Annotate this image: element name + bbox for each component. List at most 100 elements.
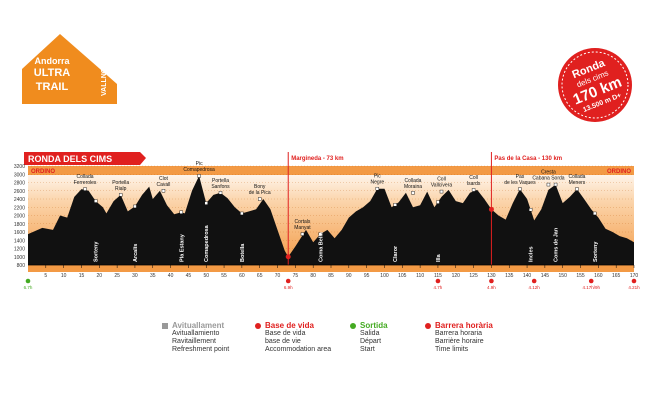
time-point	[588, 278, 594, 284]
time-label: 4.21h	[628, 285, 640, 290]
peak-label: Ferreroles	[74, 180, 97, 186]
time-point	[25, 278, 31, 284]
x-tick-label: 80	[310, 273, 316, 279]
peak-point	[161, 189, 166, 193]
marker-label: Margineda - 73 km	[291, 156, 343, 162]
legend-title-text: Base de vida	[265, 321, 314, 330]
y-tick-label: 1400	[14, 238, 25, 244]
legend-item: Barrera horària Barrera horaria Barrière h…	[425, 322, 493, 354]
peak-point	[300, 232, 305, 236]
y-tick-label: 2200	[14, 205, 25, 211]
peak-point	[218, 191, 223, 195]
start-label: ORDINO	[31, 169, 55, 175]
top-band	[28, 166, 634, 175]
peak-label: Isards	[467, 181, 481, 187]
base-de-vida-point	[285, 254, 291, 260]
legend-subline: Base de vida	[265, 330, 306, 337]
peak-label: Comapedrosa	[183, 167, 215, 173]
peak-label: Negre	[371, 180, 385, 186]
peak-label: Clot	[159, 176, 169, 182]
race-badge: Ronda dels cims 170 km 13.500 m D+	[558, 48, 632, 122]
y-tick-label: 2400	[14, 197, 25, 203]
refuge-label: Incles	[529, 246, 535, 262]
legend-swatch	[350, 323, 356, 329]
peak-label: Manyat	[294, 225, 311, 231]
peak-label: Collada	[77, 174, 94, 180]
x-tick-label: 75	[293, 273, 299, 279]
peak-label: Pic	[196, 161, 203, 167]
peak-label: Rialp	[115, 186, 127, 192]
refuge-label: Pla Estany	[179, 233, 185, 262]
y-tick-label: 1200	[14, 247, 25, 253]
end-label: ORDINO	[607, 169, 631, 175]
legend-subline: Start	[360, 346, 375, 353]
chart-title: RONDA DELS CIMS	[28, 154, 112, 164]
peak-label: Portella	[212, 178, 229, 184]
legend-title: Sortida	[350, 322, 388, 330]
peak-label: Coll	[437, 177, 446, 183]
x-tick-label: 125	[469, 273, 478, 279]
time-label: 4.12h	[529, 285, 541, 290]
peak-label: de la Pica	[249, 190, 271, 196]
x-tick-label: 15	[79, 273, 85, 279]
refuge-point	[240, 211, 244, 216]
legend-swatch	[425, 323, 431, 329]
legend-subline: base de vie	[265, 338, 301, 345]
peak-point	[546, 182, 551, 187]
peak-label: Moraina	[404, 184, 422, 190]
x-tick-label: 155	[576, 273, 585, 279]
y-tick-label: 3200	[14, 164, 25, 170]
x-tick-label: 110	[416, 273, 424, 279]
refuge-label: Comapedrosa	[204, 224, 210, 262]
peak-point	[471, 188, 476, 192]
time-label: 4.9h	[487, 285, 496, 290]
x-tick-label: 135	[505, 273, 514, 279]
refuge-point	[393, 203, 397, 207]
time-label: 4.7h	[434, 285, 443, 290]
refuge-label: Sorteny	[593, 241, 599, 262]
peak-label: Cortals	[295, 219, 311, 225]
legend-subline: Time limits	[435, 346, 469, 353]
peak-label: Cavall	[157, 182, 171, 188]
refuge-point	[593, 211, 597, 216]
x-tick-label: 140	[523, 273, 532, 279]
x-tick-label: 85	[328, 273, 334, 279]
refuge-label: Claror	[393, 245, 399, 262]
x-tick-label: 165	[612, 273, 621, 279]
legend-item: Avituallament Avituallamiento Ravitailleme…	[162, 322, 229, 354]
x-tick-label: 90	[346, 273, 352, 279]
refuge-point	[553, 182, 558, 187]
y-tick-label: 1600	[14, 230, 25, 236]
peak-label: Collada	[405, 178, 422, 184]
peak-point	[411, 191, 415, 195]
x-tick-label: 95	[364, 273, 370, 279]
peak-label: Pic	[374, 174, 381, 180]
legend-subline: Ravitaillement	[172, 338, 216, 345]
time-point	[435, 278, 441, 284]
y-tick-label: 2600	[14, 189, 25, 195]
peak-point	[375, 186, 380, 191]
peak-point	[439, 189, 444, 194]
x-tick-label: 120	[452, 273, 461, 279]
peak-label: Cabana Sorda	[532, 176, 564, 182]
x-tick-label: 50	[203, 273, 209, 279]
peak-label: de les Vaques	[504, 180, 536, 186]
x-tick-label: 115	[434, 273, 442, 279]
x-tick-label: 5	[44, 273, 47, 279]
peak-point	[518, 187, 522, 191]
refuge-label: Sorteny	[94, 241, 100, 262]
legend-subline: Refreshment point	[172, 346, 230, 353]
x-tick-label: 170	[630, 273, 639, 279]
x-tick-label: 60	[239, 273, 245, 279]
legend-item: Sortida Salida Départ Start	[350, 322, 388, 354]
logo-side: VALLNORD	[101, 58, 108, 96]
logo-line1: Andorra	[34, 56, 70, 66]
andorra-ultra-trail-logo: Andorra ULTRA TRAIL VALLNORD	[22, 34, 117, 104]
refuge-point	[179, 210, 183, 214]
legend-item: Base de vida Base de vida base de vie Accom…	[255, 322, 331, 354]
x-tick-label: 30	[132, 273, 138, 279]
x-tick-label: 55	[221, 273, 227, 279]
legend-subline: Accommodation area	[265, 346, 332, 353]
refuge-point	[94, 199, 98, 203]
peak-point	[83, 187, 87, 191]
